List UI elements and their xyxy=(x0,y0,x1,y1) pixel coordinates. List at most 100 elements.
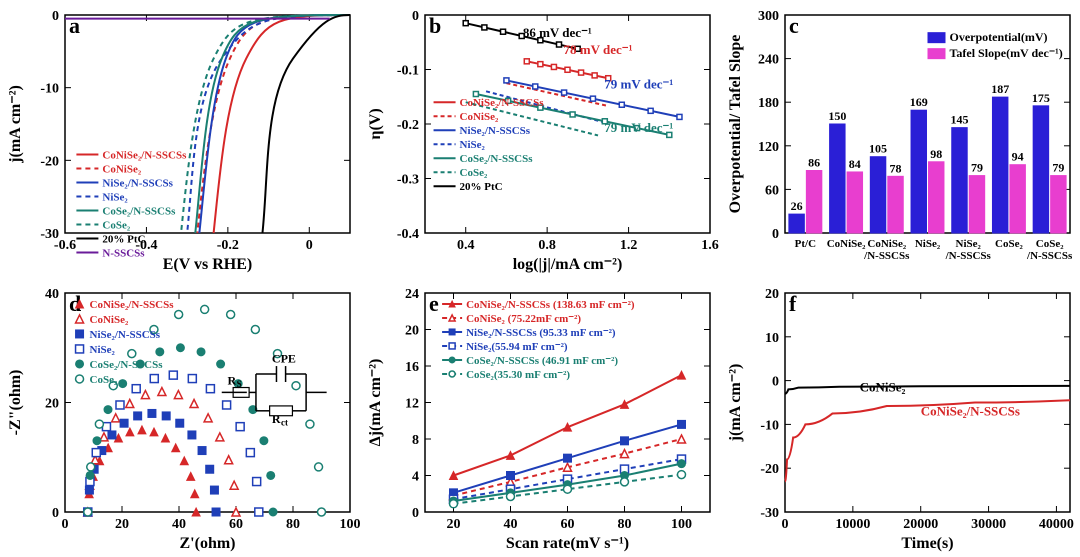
svg-text:CoNiSe₂: CoNiSe₂ xyxy=(827,238,866,250)
svg-text:8: 8 xyxy=(412,433,419,448)
y-axis-title: η(V) xyxy=(367,108,384,139)
svg-text:/N-SSCSs: /N-SSCSs xyxy=(945,250,992,262)
svg-text:/N-SSCSs: /N-SSCSs xyxy=(863,250,910,262)
svg-text:10000: 10000 xyxy=(835,517,870,532)
svg-text:79: 79 xyxy=(971,161,983,175)
svg-text:R: R xyxy=(272,412,281,426)
svg-text:NiSe₂: NiSe₂ xyxy=(956,238,982,250)
svg-text:20: 20 xyxy=(405,324,419,339)
svg-text:-0.4: -0.4 xyxy=(397,227,419,242)
svg-text:175: 175 xyxy=(1032,91,1050,105)
svg-text:20000: 20000 xyxy=(903,517,938,532)
svg-text:78: 78 xyxy=(890,161,902,175)
svg-text:24: 24 xyxy=(405,287,419,302)
svg-text:0: 0 xyxy=(62,517,69,532)
svg-text:0.4: 0.4 xyxy=(457,238,475,253)
svg-text:84: 84 xyxy=(849,157,861,171)
panel-label: f xyxy=(789,291,797,316)
panel-f: f010000200003000040000-30-20-1001020Time… xyxy=(720,278,1080,557)
svg-text:40000: 40000 xyxy=(1039,517,1074,532)
svg-text:86: 86 xyxy=(808,156,820,170)
y-axis-title: Δj(mA cm⁻²) xyxy=(367,359,384,447)
svg-text:300: 300 xyxy=(758,9,779,24)
svg-text:CoSe₂/N-SSCSs: CoSe₂/N-SSCSs xyxy=(102,206,176,218)
panel-b: b0.40.81.21.6-0.4-0.3-0.2-0.10log(|j|/mA… xyxy=(360,0,720,278)
svg-text:40: 40 xyxy=(172,517,186,532)
svg-text:78 mV dec⁻¹: 78 mV dec⁻¹ xyxy=(564,42,633,57)
svg-text:CPE: CPE xyxy=(272,351,296,365)
svg-text:12: 12 xyxy=(405,397,419,412)
svg-text:CoNiSe₂: CoNiSe₂ xyxy=(102,164,141,176)
svg-text:NiSe₂/N-SSCSs: NiSe₂/N-SSCSs xyxy=(460,125,531,137)
svg-text:79 mV dec⁻¹: 79 mV dec⁻¹ xyxy=(604,77,673,92)
svg-text:1.6: 1.6 xyxy=(701,238,719,253)
svg-text:0: 0 xyxy=(412,506,419,521)
svg-text:20: 20 xyxy=(45,397,59,412)
svg-text:CoNiSe₂ (75.22mF cm⁻²): CoNiSe₂ (75.22mF cm⁻²) xyxy=(466,313,581,325)
svg-text:80: 80 xyxy=(618,517,632,532)
svg-text:86 mV dec⁻¹: 86 mV dec⁻¹ xyxy=(523,25,592,40)
svg-text:16: 16 xyxy=(405,360,419,375)
panel-d: d02040608010002040Z'(ohm)-Z"(ohm)CoNiSe₂… xyxy=(0,278,360,557)
svg-text:98: 98 xyxy=(930,147,942,161)
svg-text:-30: -30 xyxy=(760,506,779,521)
svg-text:CoSe₂: CoSe₂ xyxy=(460,167,488,179)
svg-text:R: R xyxy=(227,373,236,387)
svg-text:20% PtC: 20% PtC xyxy=(460,181,503,193)
svg-text:NiSe₂/N-SSCSs (95.33 mF cm⁻²): NiSe₂/N-SSCSs (95.33 mF cm⁻²) xyxy=(466,327,616,339)
x-axis-title: Time(s) xyxy=(901,535,953,552)
svg-text:-0.3: -0.3 xyxy=(397,173,419,188)
svg-text:-0.2: -0.2 xyxy=(397,118,419,133)
svg-text:79 mV dec⁻¹: 79 mV dec⁻¹ xyxy=(604,120,673,135)
svg-text:0: 0 xyxy=(52,506,59,521)
svg-text:NiSe₂: NiSe₂ xyxy=(915,238,941,250)
svg-text:-0.1: -0.1 xyxy=(397,64,419,79)
svg-text:10: 10 xyxy=(765,331,779,346)
svg-text:-10: -10 xyxy=(40,82,59,97)
svg-text:-30: -30 xyxy=(40,227,59,242)
svg-text:79: 79 xyxy=(1052,161,1064,175)
svg-text:CoNiSe₂/N-SSCSs (138.63 mF cm⁻: CoNiSe₂/N-SSCSs (138.63 mF cm⁻²) xyxy=(466,299,635,311)
svg-text:0: 0 xyxy=(772,227,779,242)
svg-text:CoNiSe₂: CoNiSe₂ xyxy=(460,111,499,123)
svg-text:100: 100 xyxy=(671,517,692,532)
svg-text:CoSe₂/N-SSCSs: CoSe₂/N-SSCSs xyxy=(90,359,164,371)
svg-text:60: 60 xyxy=(561,517,575,532)
svg-text:0.8: 0.8 xyxy=(538,238,556,253)
svg-text:0: 0 xyxy=(772,375,779,390)
svg-text:-10: -10 xyxy=(760,418,779,433)
svg-text:CoSe₂: CoSe₂ xyxy=(1036,238,1064,250)
panel-e: e2040608010004812162024Scan rate(mV s⁻¹)… xyxy=(360,278,720,557)
svg-text:NiSe₂: NiSe₂ xyxy=(90,344,116,356)
x-axis-title: E(V vs RHE) xyxy=(163,256,253,273)
svg-text:NiSe₂/N-SSCSs: NiSe₂/N-SSCSs xyxy=(102,178,173,190)
panel-label: c xyxy=(789,13,799,38)
svg-text:CoSe₂: CoSe₂ xyxy=(90,374,118,386)
y-axis-title: -Z"(ohm) xyxy=(7,370,24,436)
x-axis-title: log(|j|/mA cm⁻²) xyxy=(513,256,623,273)
svg-text:CoNiSe₂: CoNiSe₂ xyxy=(90,314,129,326)
svg-text:1.2: 1.2 xyxy=(620,238,638,253)
svg-text:NiSe₂/N-SSCSs: NiSe₂/N-SSCSs xyxy=(90,329,161,341)
svg-text:Pt/C: Pt/C xyxy=(795,238,816,250)
svg-text:CoSe₂/N-SSCSs (46.91 mF cm⁻²): CoSe₂/N-SSCSs (46.91 mF cm⁻²) xyxy=(466,355,618,367)
svg-text:NiSe₂(55.94 mF cm⁻²): NiSe₂(55.94 mF cm⁻²) xyxy=(466,341,568,353)
svg-text:187: 187 xyxy=(991,82,1009,96)
svg-text:4: 4 xyxy=(412,470,419,485)
y-axis-title: Overpotential/ Tafel Slope xyxy=(727,35,744,214)
svg-text:CoSe₂: CoSe₂ xyxy=(102,220,130,232)
svg-text:N-SSCSs: N-SSCSs xyxy=(102,248,145,260)
svg-text:150: 150 xyxy=(828,109,846,123)
y-axis-title: j(mA cm⁻²) xyxy=(7,85,24,164)
svg-text:20: 20 xyxy=(447,517,461,532)
svg-text:60: 60 xyxy=(229,517,243,532)
svg-text:240: 240 xyxy=(758,53,779,68)
svg-text:0: 0 xyxy=(782,517,789,532)
svg-text:105: 105 xyxy=(869,142,887,156)
svg-text:CoNiSe₂/N-SSCSs: CoNiSe₂/N-SSCSs xyxy=(102,150,187,162)
svg-text:20% PtC: 20% PtC xyxy=(102,234,145,246)
panel-label: b xyxy=(429,13,441,38)
svg-text:60: 60 xyxy=(765,183,779,198)
svg-text:CoSe₂: CoSe₂ xyxy=(995,238,1023,250)
svg-text:/N-SSCSs: /N-SSCSs xyxy=(1026,250,1073,262)
